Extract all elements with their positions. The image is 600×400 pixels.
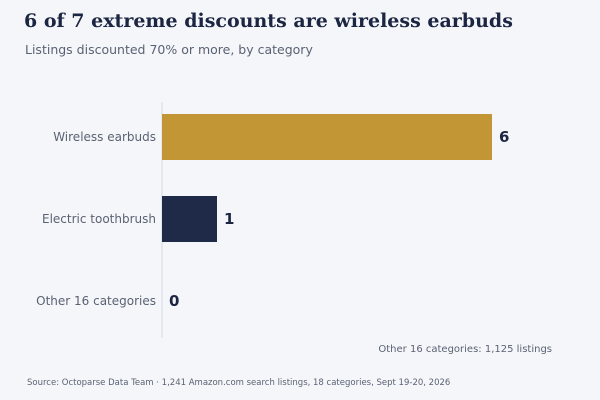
category-label: Wireless earbuds	[53, 130, 156, 144]
chart-title: 6 of 7 extreme discounts are wireless ea…	[24, 10, 513, 32]
value-label: 1	[224, 210, 234, 228]
bar	[162, 114, 492, 160]
value-label: 0	[169, 292, 179, 310]
chart-annotation: Other 16 categories: 1,125 listings	[378, 344, 552, 355]
bar	[162, 196, 217, 242]
source-note: Source: Octoparse Data Team · 1,241 Amaz…	[27, 378, 451, 388]
chart-subtitle: Listings discounted 70% or more, by cate…	[25, 42, 313, 57]
value-label: 6	[499, 128, 509, 146]
category-label: Electric toothbrush	[42, 212, 156, 226]
category-label: Other 16 categories	[36, 294, 156, 308]
